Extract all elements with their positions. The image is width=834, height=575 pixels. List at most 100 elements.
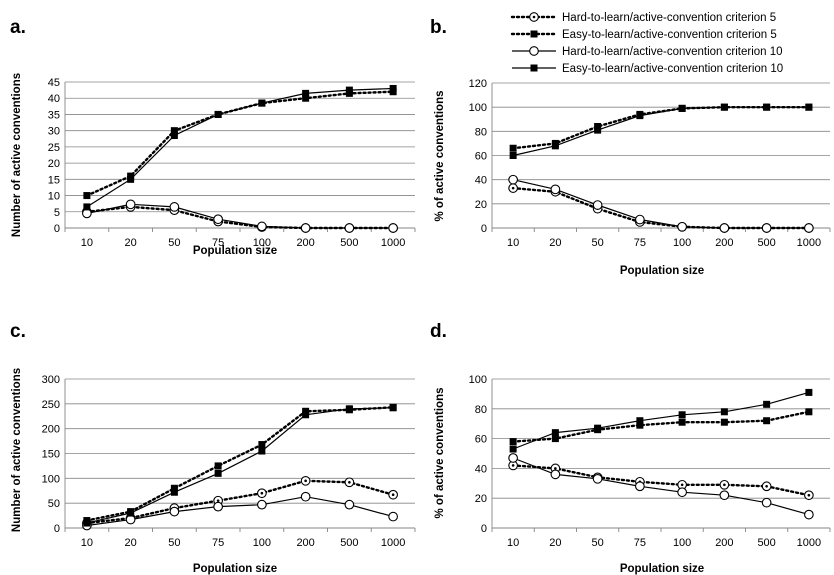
- panel-c: c. Population size Number of active conv…: [10, 321, 416, 575]
- x-tick-label: 10: [507, 237, 519, 249]
- y-tick-label: 0: [481, 223, 487, 235]
- data-point: [804, 509, 814, 520]
- data-point: [761, 223, 772, 233]
- data-point: [345, 405, 353, 413]
- y-tick-label: 300: [42, 374, 60, 386]
- legend: Hard-to-learn/active-convention criterio…: [510, 12, 783, 75]
- y-tick-label: 100: [469, 374, 487, 386]
- data-point: [214, 469, 222, 477]
- data-point-center: [765, 484, 768, 488]
- data-point: [677, 487, 687, 498]
- legend-swatch-marker: [530, 30, 538, 38]
- series-line: [512, 391, 810, 450]
- data-point: [763, 103, 771, 111]
- series-3: [508, 453, 814, 520]
- data-point-center: [723, 483, 726, 487]
- x-tick-label: 1000: [381, 237, 405, 249]
- x-tick-label: 500: [757, 237, 775, 249]
- panel-d: d. Population size % of active conventio…: [430, 321, 831, 575]
- y-tick-label: 60: [475, 434, 487, 446]
- data-point-center: [511, 464, 515, 467]
- data-point: [257, 221, 267, 232]
- data-point-center: [680, 483, 684, 487]
- y-tick-label: 80: [475, 404, 487, 416]
- legend-swatch-marker-center: [532, 15, 536, 19]
- x-tick-label: 200: [715, 537, 733, 549]
- y-axis-title: % of active conventions: [434, 387, 446, 518]
- data-point: [258, 99, 266, 107]
- x-axis-title: Population size: [620, 265, 704, 277]
- data-point: [677, 221, 687, 232]
- data-point-center: [260, 491, 264, 495]
- data-point-center: [391, 493, 395, 497]
- x-tick-label: 100: [253, 237, 271, 249]
- y-tick-label: 0: [481, 523, 487, 535]
- legend-label: Hard-to-learn/active-convention criterio…: [562, 12, 776, 24]
- data-point: [678, 418, 686, 426]
- panel-b: b. Population size % of active conventio…: [430, 17, 831, 277]
- x-tick-label: 50: [168, 237, 180, 249]
- series-line: [85, 406, 395, 522]
- data-point: [720, 103, 728, 111]
- data-point: [635, 214, 645, 225]
- y-tick-label: 40: [475, 175, 487, 187]
- data-point: [551, 142, 559, 150]
- data-point: [258, 441, 266, 449]
- data-point: [388, 511, 398, 522]
- x-tick-label: 100: [673, 537, 691, 549]
- data-point: [635, 481, 645, 492]
- data-point: [389, 404, 397, 412]
- data-point: [170, 488, 178, 496]
- x-tick-label: 500: [340, 537, 358, 549]
- panel-letter: a.: [10, 17, 26, 38]
- panel-letter: d.: [430, 321, 447, 342]
- series-3: [508, 174, 814, 233]
- y-tick-label: 20: [475, 199, 487, 211]
- y-tick-label: 0: [54, 223, 60, 235]
- y-tick-label: 40: [48, 93, 60, 105]
- series-4: [83, 404, 397, 527]
- legend-swatch-marker: [529, 46, 539, 56]
- series-1: [82, 475, 398, 528]
- y-tick-label: 80: [475, 126, 487, 138]
- y-tick-label: 10: [48, 191, 60, 203]
- legend-item: Hard-to-learn/active-convention criterio…: [562, 46, 783, 58]
- x-tick-label: 75: [634, 237, 646, 249]
- data-point: [719, 490, 730, 501]
- x-tick-label: 200: [296, 537, 314, 549]
- data-point: [592, 200, 603, 210]
- series-4: [509, 388, 813, 453]
- data-point: [302, 94, 310, 102]
- x-axis-title: Population size: [193, 245, 277, 257]
- data-point: [805, 103, 813, 111]
- data-point: [551, 435, 559, 443]
- series-3: [82, 199, 398, 233]
- y-tick-label: 150: [42, 449, 60, 461]
- x-tick-label: 500: [340, 237, 358, 249]
- series-2: [509, 408, 813, 446]
- data-point: [258, 447, 266, 455]
- data-point: [83, 519, 91, 527]
- data-point: [344, 223, 355, 233]
- x-tick-label: 50: [592, 537, 604, 549]
- x-tick-label: 10: [507, 537, 519, 549]
- data-point: [213, 214, 223, 225]
- y-tick-label: 200: [42, 424, 60, 436]
- y-tick-label: 100: [42, 473, 60, 485]
- data-point: [763, 417, 771, 425]
- data-point: [592, 473, 603, 484]
- x-tick-label: 10: [81, 237, 93, 249]
- legend-item: Easy-to-learn/active-convention criterio…: [562, 29, 777, 41]
- data-point-center: [807, 493, 811, 497]
- x-tick-label: 75: [212, 537, 224, 549]
- series-4: [509, 103, 813, 159]
- x-tick-label: 75: [634, 537, 646, 549]
- series-line: [511, 464, 811, 497]
- data-point: [125, 199, 136, 210]
- x-tick-label: 500: [757, 537, 775, 549]
- data-point: [805, 408, 813, 416]
- data-point: [508, 453, 518, 463]
- data-point: [83, 192, 91, 200]
- series-line: [512, 457, 810, 516]
- data-point: [344, 499, 355, 510]
